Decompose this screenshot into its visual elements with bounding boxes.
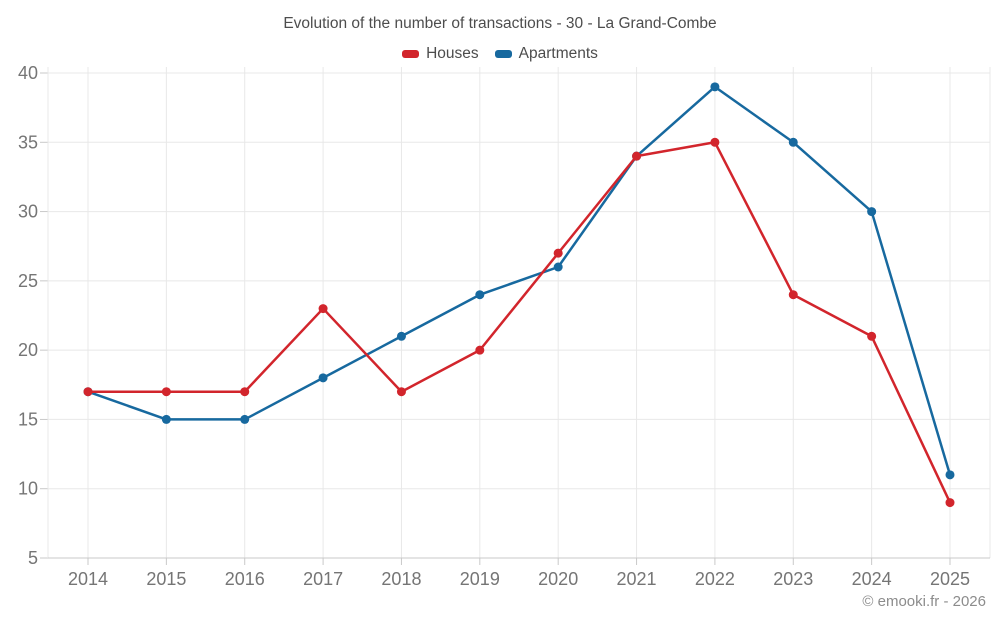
data-point-apartments-2025[interactable]: [945, 470, 955, 480]
data-point-apartments-2024[interactable]: [867, 207, 877, 217]
y-tick-label: 35: [18, 132, 38, 152]
x-tick-label: 2018: [381, 569, 421, 589]
legend-swatch-houses: [402, 50, 420, 58]
data-point-houses-2015[interactable]: [161, 387, 171, 397]
y-tick-label: 15: [18, 409, 38, 429]
chart-title: Evolution of the number of transactions …: [283, 15, 717, 32]
x-tick-label: 2017: [303, 569, 343, 589]
data-point-houses-2022[interactable]: [710, 137, 720, 147]
x-tick-label: 2025: [930, 569, 970, 589]
copyright-credit: © emooki.fr - 2026: [862, 593, 986, 610]
data-point-apartments-2016[interactable]: [240, 414, 250, 424]
data-point-houses-2017[interactable]: [318, 304, 328, 314]
data-point-houses-2014[interactable]: [83, 387, 93, 397]
y-tick-label: 5: [28, 548, 38, 568]
data-point-apartments-2017[interactable]: [318, 373, 328, 383]
data-point-houses-2020[interactable]: [553, 248, 563, 258]
data-point-houses-2021[interactable]: [632, 151, 642, 161]
data-point-houses-2018[interactable]: [396, 387, 406, 397]
data-point-houses-2024[interactable]: [867, 331, 877, 341]
legend-item-apartments[interactable]: Apartments: [494, 45, 598, 63]
x-tick-label: 2019: [460, 569, 500, 589]
data-point-apartments-2020[interactable]: [553, 262, 563, 272]
y-tick-label: 20: [18, 340, 38, 360]
data-point-apartments-2023[interactable]: [788, 137, 798, 147]
legend-label: Houses: [426, 45, 479, 62]
data-point-houses-2025[interactable]: [945, 498, 955, 508]
data-point-apartments-2022[interactable]: [710, 82, 720, 92]
data-point-houses-2023[interactable]: [788, 290, 798, 300]
legend-label: Apartments: [518, 45, 598, 62]
data-point-houses-2019[interactable]: [475, 345, 485, 355]
y-tick-label: 25: [18, 271, 38, 291]
series-line-apartments: [86, 85, 952, 477]
chart-legend: Houses Apartments: [0, 45, 1000, 63]
legend-item-houses[interactable]: Houses: [402, 45, 479, 63]
data-point-apartments-2018[interactable]: [396, 331, 406, 341]
x-tick-label: 2020: [538, 569, 578, 589]
data-point-houses-2016[interactable]: [240, 387, 250, 397]
y-tick-label: 10: [18, 479, 38, 499]
y-tick-label: 30: [18, 202, 38, 222]
x-tick-label: 2023: [773, 569, 813, 589]
x-tick-label: 2016: [225, 569, 265, 589]
x-tick-label: 2014: [68, 569, 108, 589]
x-tick-label: 2024: [852, 569, 892, 589]
y-tick-label: 40: [18, 63, 38, 83]
data-point-apartments-2015[interactable]: [161, 414, 171, 424]
x-tick-label: 2022: [695, 569, 735, 589]
x-tick-label: 2021: [617, 569, 657, 589]
legend-swatch-apartments: [494, 50, 512, 58]
series-line-houses: [86, 141, 952, 504]
data-point-apartments-2019[interactable]: [475, 290, 485, 300]
x-tick-label: 2015: [146, 569, 186, 589]
